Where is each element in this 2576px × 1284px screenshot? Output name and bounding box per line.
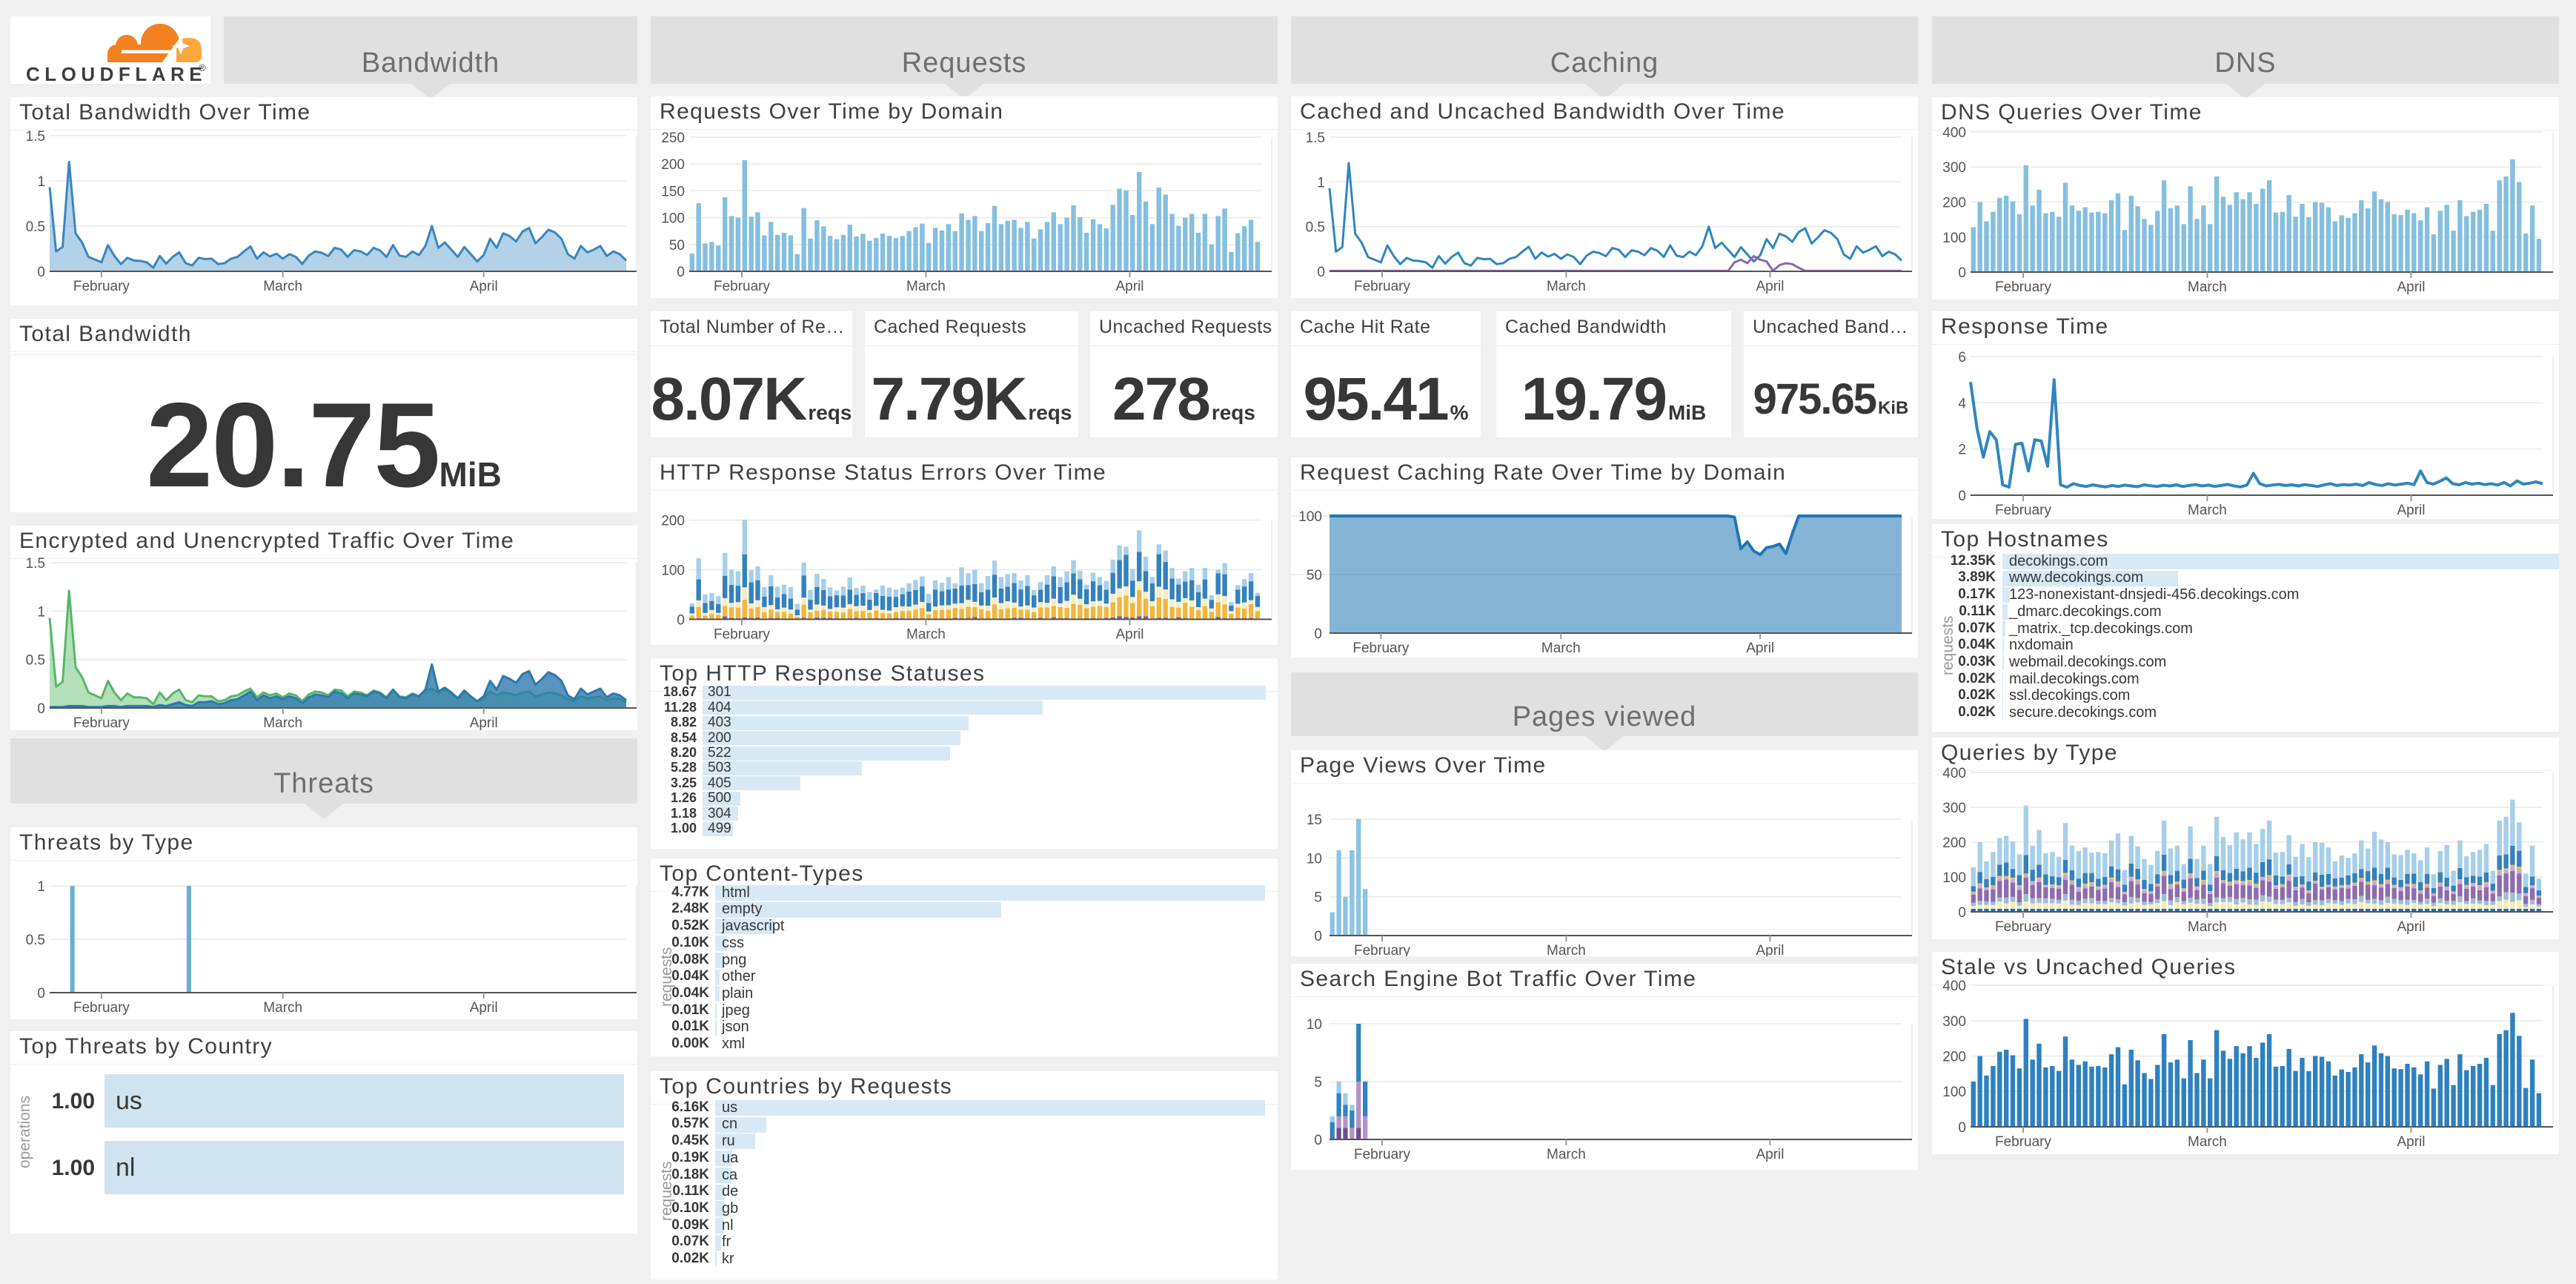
svg-text:0.5: 0.5 (1306, 220, 1325, 236)
svg-text:February: February (1995, 1134, 2052, 1150)
svg-text:0: 0 (1958, 265, 1966, 281)
svg-text:50: 50 (1307, 568, 1322, 583)
svg-text:6: 6 (1958, 350, 1966, 365)
svg-text:1: 1 (37, 604, 45, 620)
svg-text:0: 0 (1314, 626, 1322, 642)
svg-text:0.5: 0.5 (26, 219, 45, 235)
svg-text:February: February (1352, 641, 1410, 656)
svg-text:1.5: 1.5 (26, 129, 45, 145)
svg-text:April: April (2397, 503, 2425, 518)
svg-text:300: 300 (1942, 1014, 1966, 1030)
svg-text:February: February (714, 279, 771, 294)
svg-text:March: March (1541, 641, 1581, 656)
svg-text:March: March (906, 279, 946, 294)
svg-text:April: April (1756, 943, 1784, 956)
svg-text:February: February (1995, 503, 2052, 518)
svg-text:100: 100 (661, 211, 685, 227)
svg-text:February: February (1354, 943, 1411, 956)
svg-text:March: March (263, 1000, 302, 1016)
svg-text:February: February (73, 1000, 130, 1016)
svg-text:100: 100 (661, 563, 685, 579)
svg-text:February: February (1354, 279, 1411, 294)
svg-text:5: 5 (1314, 890, 1322, 906)
svg-text:March: March (1547, 1147, 1586, 1162)
svg-text:April: April (2397, 1134, 2425, 1150)
svg-text:150: 150 (661, 184, 685, 199)
svg-text:February: February (1354, 1147, 1411, 1162)
svg-text:CLOUDFLARE: CLOUDFLARE (26, 63, 207, 84)
svg-text:0.5: 0.5 (26, 653, 45, 669)
svg-text:1: 1 (37, 879, 45, 895)
svg-text:March: March (263, 715, 302, 730)
svg-text:100: 100 (1298, 509, 1322, 525)
svg-text:4: 4 (1958, 396, 1966, 411)
svg-text:200: 200 (661, 157, 685, 173)
svg-text:February: February (73, 715, 130, 730)
svg-text:300: 300 (1942, 801, 1966, 816)
svg-text:50: 50 (669, 238, 685, 254)
svg-text:March: March (1547, 279, 1586, 294)
svg-text:0: 0 (37, 701, 45, 717)
svg-text:10: 10 (1307, 1017, 1322, 1033)
svg-text:March: March (263, 279, 302, 294)
svg-text:March: March (906, 626, 946, 642)
svg-text:0: 0 (1958, 1120, 1966, 1136)
svg-text:10: 10 (1307, 851, 1322, 867)
svg-text:April: April (2397, 919, 2425, 935)
svg-text:February: February (1995, 279, 2052, 295)
svg-text:0: 0 (1314, 1133, 1322, 1148)
svg-text:April: April (2397, 279, 2425, 295)
svg-text:April: April (1115, 279, 1143, 294)
svg-text:0: 0 (677, 265, 685, 280)
svg-text:5: 5 (1314, 1075, 1322, 1091)
svg-text:250: 250 (661, 130, 685, 146)
svg-text:200: 200 (1942, 1050, 1966, 1065)
svg-text:April: April (1746, 641, 1774, 656)
svg-text:0: 0 (1958, 489, 1966, 504)
svg-text:April: April (470, 1000, 498, 1016)
svg-text:March: March (2188, 919, 2227, 935)
svg-text:April: April (1756, 1147, 1784, 1162)
svg-text:February: February (714, 626, 771, 642)
svg-text:1: 1 (1317, 175, 1325, 191)
svg-text:0: 0 (1317, 265, 1325, 280)
svg-text:0: 0 (1958, 905, 1966, 921)
svg-text:300: 300 (1942, 160, 1966, 176)
svg-text:0: 0 (677, 612, 685, 628)
svg-text:1.5: 1.5 (26, 556, 45, 572)
svg-text:April: April (1115, 626, 1143, 642)
svg-text:February: February (73, 279, 130, 294)
svg-text:April: April (1756, 279, 1784, 294)
svg-text:April: April (470, 715, 498, 730)
svg-text:1.5: 1.5 (1306, 130, 1325, 146)
svg-text:200: 200 (1942, 196, 1966, 211)
svg-text:0: 0 (37, 986, 45, 1002)
svg-text:March: March (2188, 279, 2227, 295)
svg-text:100: 100 (1942, 870, 1966, 886)
svg-text:1: 1 (37, 174, 45, 190)
svg-text:April: April (470, 279, 498, 294)
svg-text:100: 100 (1942, 231, 1966, 246)
svg-text:March: March (2188, 1134, 2227, 1150)
svg-text:0: 0 (37, 265, 45, 280)
svg-text:0.5: 0.5 (26, 933, 45, 948)
svg-text:400: 400 (1942, 766, 1966, 781)
svg-text:0: 0 (1314, 929, 1322, 944)
svg-text:400: 400 (1942, 125, 1966, 141)
svg-text:March: March (1547, 943, 1586, 956)
svg-text:200: 200 (661, 514, 685, 529)
svg-text:March: March (2188, 503, 2227, 518)
svg-text:15: 15 (1307, 813, 1322, 828)
svg-text:400: 400 (1942, 979, 1966, 994)
svg-text:February: February (1995, 919, 2052, 935)
svg-text:100: 100 (1942, 1085, 1966, 1100)
svg-text:200: 200 (1942, 835, 1966, 851)
svg-text:®: ® (199, 62, 206, 73)
svg-text:2: 2 (1958, 443, 1966, 458)
